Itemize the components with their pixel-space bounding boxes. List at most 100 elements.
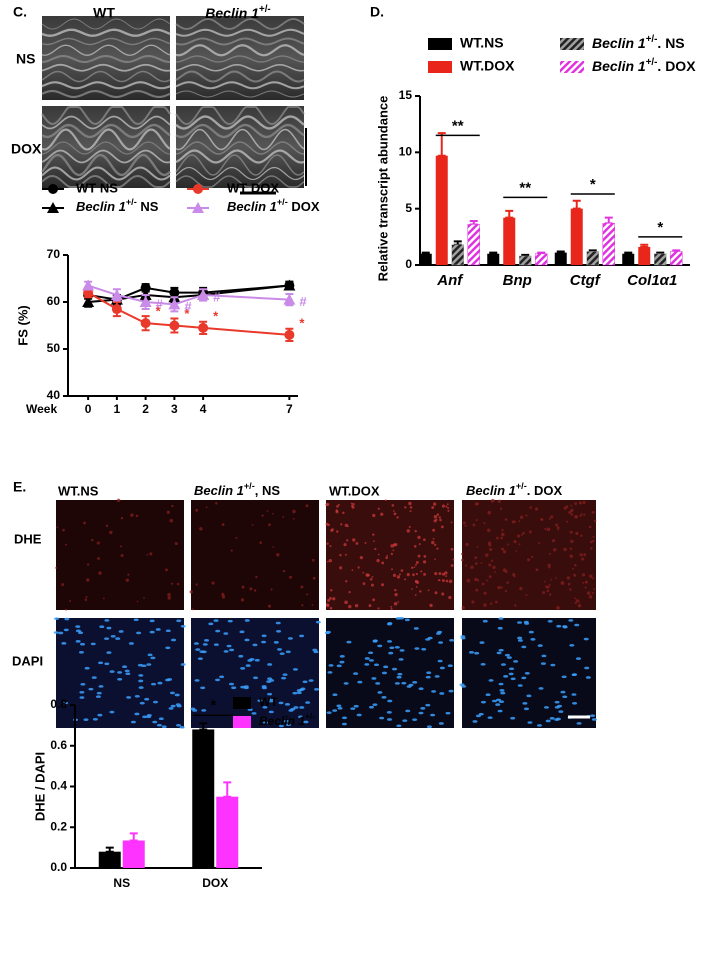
- bar: [192, 729, 215, 868]
- bar: [638, 246, 651, 265]
- significance: **: [519, 179, 531, 196]
- significance: *: [156, 304, 162, 319]
- column-label: Beclin 1+/-: [205, 4, 270, 21]
- legend-swatch: [233, 716, 251, 728]
- marker: [168, 298, 181, 310]
- x-tick-label: Bnp: [503, 272, 532, 289]
- error-bar: [469, 220, 478, 226]
- row-label: NS: [16, 51, 35, 67]
- x-tick-label: DOX: [202, 876, 228, 890]
- error-bar: [223, 781, 232, 798]
- error-bar: [624, 251, 633, 255]
- error-bar: [453, 240, 462, 246]
- error-bar: [640, 243, 649, 248]
- bar: [586, 251, 599, 266]
- echo-image: [41, 16, 171, 100]
- bar: [554, 252, 567, 265]
- marker: [283, 279, 296, 291]
- bar: [216, 796, 239, 868]
- bar: [535, 253, 548, 266]
- echo-image: [175, 16, 305, 100]
- row-label: DAPI: [12, 653, 43, 668]
- dapi-image: [53, 617, 186, 729]
- marker: [169, 320, 180, 331]
- series-line: [88, 284, 290, 303]
- y-tick-label: 0.2: [50, 819, 67, 833]
- y-tick-label: 40: [47, 388, 61, 402]
- error-bar: [421, 251, 430, 255]
- dapi-image: [190, 618, 321, 728]
- panel-label: C.: [13, 4, 27, 20]
- dhe-image: [460, 498, 597, 610]
- dapi-image: [459, 617, 597, 728]
- legend-marker: [193, 184, 203, 194]
- marker: [140, 318, 151, 329]
- column-label: WT.DOX: [329, 483, 380, 498]
- y-tick-label: 5: [405, 201, 412, 215]
- y-tick-label: 0.0: [50, 860, 67, 874]
- x-tick-label: Ctgf: [570, 272, 602, 289]
- significance: **: [452, 117, 464, 134]
- series-line: [87, 291, 290, 336]
- significance: #: [184, 299, 192, 314]
- x-axis-label: Week: [26, 402, 57, 416]
- significance: *: [184, 306, 190, 321]
- y-tick-label: 70: [47, 247, 61, 261]
- y-tick-label: 0.6: [50, 738, 67, 752]
- row-label: DOX: [11, 141, 42, 157]
- x-tick-label: 3: [171, 402, 178, 416]
- legend-label: Beclin 1+/- DOX: [227, 197, 320, 214]
- legend-swatch: [233, 697, 251, 709]
- series-line: [87, 284, 290, 306]
- marker: [198, 322, 209, 333]
- error-bar: [505, 209, 514, 219]
- error-bar: [489, 251, 498, 255]
- y-tick-label: 0.8: [50, 697, 67, 711]
- legend-label: WT NS: [76, 180, 118, 195]
- legend-swatch: [560, 61, 584, 73]
- legend-label: Beclin 1+/-. DOX: [592, 57, 696, 74]
- y-axis-label: Relative transcript abundance: [375, 96, 390, 282]
- bar: [435, 155, 448, 265]
- x-tick-label: 1: [114, 402, 121, 416]
- x-tick-label: NS: [113, 876, 130, 890]
- error-bar: [572, 199, 581, 210]
- bar: [622, 253, 635, 265]
- bar: [451, 244, 464, 266]
- y-tick-label: 0.4: [50, 779, 67, 793]
- legend-label: Beclin 1+/-: [259, 711, 315, 728]
- significance: *: [299, 315, 305, 330]
- marker: [284, 329, 295, 340]
- y-tick-label: 0: [405, 257, 412, 271]
- x-tick-label: Anf: [436, 272, 464, 289]
- column-label: Beclin 1+/-, NS: [194, 481, 280, 498]
- x-tick-label: Col1α1: [627, 272, 677, 289]
- legend-label: Beclin 1+/-. NS: [592, 34, 685, 51]
- error-bar: [556, 250, 565, 254]
- column-label: WT: [93, 5, 115, 21]
- decoration: [41, 16, 597, 729]
- x-tick-label: 4: [200, 402, 207, 416]
- significance: #: [299, 294, 307, 309]
- bar: [503, 217, 516, 265]
- marker: [82, 279, 95, 291]
- column-label: WT.NS: [58, 483, 99, 498]
- bar: [519, 255, 532, 266]
- legend-label: WT.NS: [460, 35, 504, 51]
- legend-label: WT.DOX: [460, 58, 515, 74]
- marker: [111, 304, 122, 315]
- legend-marker: [47, 202, 59, 213]
- legend-label: WT DOX: [227, 180, 279, 195]
- y-tick-label: 10: [399, 145, 413, 159]
- y-axis-label: DHE / DAPI: [32, 752, 47, 821]
- y-tick-label: 60: [47, 294, 61, 308]
- error-bar: [105, 846, 114, 853]
- dhe-image: [189, 500, 319, 611]
- bar: [487, 253, 500, 265]
- panel-label: D.: [370, 4, 384, 20]
- dhe-image: [55, 498, 184, 611]
- y-tick-label: 50: [47, 341, 61, 355]
- y-tick-label: 15: [399, 88, 413, 102]
